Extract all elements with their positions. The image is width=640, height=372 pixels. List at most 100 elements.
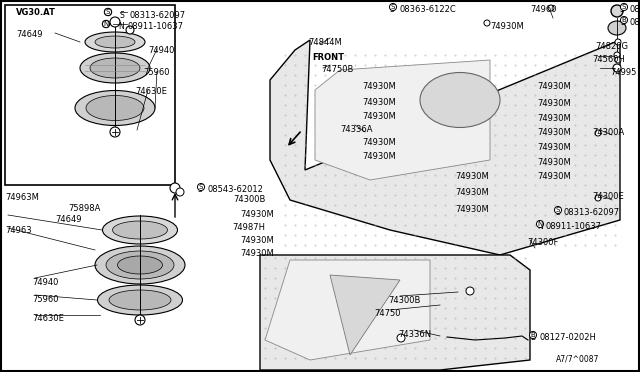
- Circle shape: [110, 127, 120, 137]
- Circle shape: [613, 64, 621, 72]
- Text: 74750B: 74750B: [321, 65, 353, 74]
- Text: 08911-10637: 08911-10637: [546, 222, 602, 231]
- Text: 74630E: 74630E: [135, 87, 167, 96]
- Text: S: S: [620, 5, 625, 14]
- Ellipse shape: [106, 251, 174, 279]
- Circle shape: [615, 57, 621, 63]
- Ellipse shape: [97, 285, 182, 315]
- Text: 74300B: 74300B: [233, 195, 266, 204]
- Circle shape: [548, 5, 554, 11]
- Text: S: S: [555, 208, 560, 217]
- Text: 74930M: 74930M: [537, 143, 571, 152]
- Text: 74930M: 74930M: [362, 138, 396, 147]
- Text: S: S: [120, 11, 125, 20]
- Ellipse shape: [86, 96, 144, 121]
- Bar: [5, 5, 175, 185]
- Text: 08116-B1647: 08116-B1647: [629, 18, 640, 27]
- Text: 74300A: 74300A: [592, 128, 624, 137]
- Text: 74930M: 74930M: [537, 158, 571, 167]
- Ellipse shape: [608, 21, 626, 35]
- Text: 74930M: 74930M: [362, 112, 396, 121]
- Text: FRONT: FRONT: [312, 53, 344, 62]
- Text: 74930M: 74930M: [537, 128, 571, 137]
- Text: 74930M: 74930M: [362, 152, 396, 161]
- Text: 74750: 74750: [374, 309, 401, 318]
- Text: 74560H: 74560H: [592, 55, 625, 64]
- Ellipse shape: [109, 290, 171, 310]
- Text: A7/7^0087: A7/7^0087: [556, 355, 600, 364]
- Circle shape: [466, 287, 474, 295]
- Ellipse shape: [95, 36, 135, 48]
- Text: B: B: [620, 18, 625, 27]
- Text: 08543-62012: 08543-62012: [207, 185, 263, 194]
- Circle shape: [484, 20, 490, 26]
- Circle shape: [595, 130, 601, 136]
- Circle shape: [611, 5, 623, 17]
- Text: S: S: [556, 207, 560, 213]
- Text: 74930M: 74930M: [537, 172, 571, 181]
- Text: 74336N: 74336N: [398, 330, 431, 339]
- Text: 74930M: 74930M: [362, 98, 396, 107]
- Circle shape: [170, 183, 180, 193]
- Text: 08363-6125D: 08363-6125D: [629, 5, 640, 14]
- Polygon shape: [265, 260, 430, 360]
- Text: S: S: [390, 5, 395, 14]
- Text: 75960: 75960: [32, 295, 58, 304]
- Text: 74930M: 74930M: [455, 188, 489, 197]
- Text: 74649: 74649: [55, 215, 81, 224]
- Text: 74930M: 74930M: [240, 236, 274, 245]
- Text: 74930M: 74930M: [537, 82, 571, 91]
- Circle shape: [110, 17, 120, 27]
- Polygon shape: [260, 255, 530, 370]
- Ellipse shape: [113, 221, 168, 239]
- Text: B: B: [530, 333, 535, 342]
- Text: S: S: [199, 184, 203, 190]
- Text: 74930M: 74930M: [240, 210, 274, 219]
- Text: 74844M: 74844M: [308, 38, 342, 47]
- Text: 75960: 75960: [143, 68, 170, 77]
- Text: 74995: 74995: [610, 68, 636, 77]
- Circle shape: [397, 334, 405, 342]
- Circle shape: [135, 315, 145, 325]
- Text: 08313-62097: 08313-62097: [129, 11, 185, 20]
- Polygon shape: [330, 275, 400, 355]
- Ellipse shape: [85, 32, 145, 52]
- Text: 74336A: 74336A: [340, 125, 372, 134]
- Text: VG30.AT: VG30.AT: [16, 8, 56, 17]
- Circle shape: [595, 195, 601, 201]
- Text: 74930M: 74930M: [455, 172, 489, 181]
- Polygon shape: [315, 60, 490, 180]
- Text: N: N: [104, 21, 109, 27]
- Ellipse shape: [95, 246, 185, 284]
- Text: 08363-6122C: 08363-6122C: [399, 5, 456, 14]
- Text: 74963M: 74963M: [5, 193, 39, 202]
- Text: N: N: [538, 221, 543, 227]
- Ellipse shape: [118, 256, 163, 274]
- Ellipse shape: [90, 58, 140, 78]
- Text: 74630E: 74630E: [32, 314, 64, 323]
- Text: 75898A: 75898A: [68, 204, 100, 213]
- Circle shape: [615, 39, 621, 45]
- Polygon shape: [270, 40, 620, 255]
- Text: 74940: 74940: [32, 278, 58, 287]
- Text: 74963: 74963: [5, 226, 31, 235]
- Ellipse shape: [420, 73, 500, 128]
- Text: 74300E: 74300E: [592, 192, 624, 201]
- Text: N: N: [118, 22, 124, 31]
- Text: 08911-10637: 08911-10637: [127, 22, 183, 31]
- Ellipse shape: [80, 53, 150, 83]
- Ellipse shape: [102, 216, 177, 244]
- Text: 74930M: 74930M: [240, 249, 274, 258]
- Text: S: S: [391, 4, 395, 10]
- Text: N: N: [104, 21, 109, 27]
- Text: 74930M: 74930M: [537, 114, 571, 123]
- Text: 74649: 74649: [16, 30, 42, 39]
- Text: 08313-62097: 08313-62097: [564, 208, 620, 217]
- Text: 74300B: 74300B: [388, 296, 420, 305]
- Text: N: N: [537, 222, 543, 231]
- Text: 74930M: 74930M: [490, 22, 524, 31]
- Ellipse shape: [75, 90, 155, 125]
- Text: 74960: 74960: [530, 5, 557, 14]
- Text: 74940: 74940: [148, 46, 174, 55]
- Circle shape: [176, 188, 184, 196]
